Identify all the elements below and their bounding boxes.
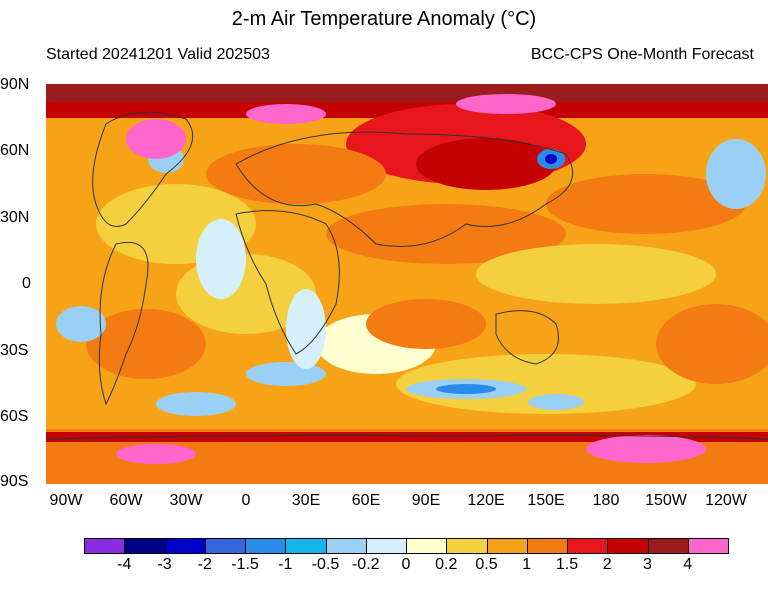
lat-label-60s: 60S (0, 408, 29, 425)
lat-label-equator: 0 (22, 275, 31, 292)
colorbar-label: -0.2 (351, 556, 380, 573)
colorbar-label: 3 (643, 556, 652, 573)
lon-label-60e: 60E (351, 492, 381, 509)
colorbar-swatch (164, 538, 206, 554)
lat-label-60n: 60N (0, 142, 30, 159)
lon-label-150e: 150E (527, 492, 565, 509)
lon-label-30e: 30E (291, 492, 321, 509)
lat-label-90s: 90S (0, 473, 29, 490)
lon-label-30w: 30W (169, 492, 203, 509)
lon-label-60w: 60W (109, 492, 143, 509)
colorbar-swatch (607, 538, 649, 554)
forecast-source: BCC-CPS One-Month Forecast (530, 46, 754, 63)
lon-label-90e: 90E (411, 492, 441, 509)
colorbar-swatch (647, 538, 689, 554)
lon-label-150w: 150W (645, 492, 687, 509)
colorbar-label: -0.5 (311, 556, 340, 573)
colorbar-label: 0 (401, 556, 411, 573)
forecast-dates: Started 20241201 Valid 202503 (46, 46, 270, 63)
lon-label-0: 0 (241, 492, 251, 509)
lon-label-90w: 90W (49, 492, 83, 509)
colorbar-swatch (285, 538, 327, 554)
colorbar-swatch (245, 538, 287, 554)
colorbar-label: -1 (278, 556, 293, 573)
colorbar-label: -3 (157, 556, 172, 573)
colorbar-swatch (204, 538, 246, 554)
temperature-anomaly-map (46, 84, 768, 484)
colorbar-label: 0.2 (435, 556, 458, 573)
colorbar (84, 538, 729, 554)
colorbar-swatch (567, 538, 609, 554)
colorbar-swatch (486, 538, 528, 554)
anomaly-field (46, 84, 768, 484)
colorbar-label: -2 (197, 556, 212, 573)
colorbar-swatch (446, 538, 488, 554)
colorbar-swatch (687, 538, 729, 554)
colorbar-swatch (84, 538, 126, 554)
colorbar-swatch (325, 538, 367, 554)
colorbar-swatch (365, 538, 407, 554)
lat-label-90n: 90N (0, 76, 30, 93)
map-title: 2-m Air Temperature Anomaly (°C) (231, 8, 537, 30)
lat-label-30s: 30S (0, 342, 29, 359)
lat-label-30n: 30N (0, 209, 30, 226)
colorbar-swatch (124, 538, 166, 554)
lon-label-120w: 120W (705, 492, 747, 509)
colorbar-label: 1.5 (555, 556, 579, 573)
colorbar-swatch (406, 538, 448, 554)
colorbar-swatch (526, 538, 568, 554)
colorbar-label: 4 (683, 556, 693, 573)
colorbar-label: -4 (117, 556, 132, 573)
colorbar-label: 2 (602, 556, 612, 573)
colorbar-label: -1.5 (231, 556, 259, 573)
lon-label-120e: 120E (467, 492, 505, 509)
colorbar-label: 1 (522, 556, 532, 573)
lon-label-180: 180 (592, 492, 620, 509)
colorbar-label: 0.5 (475, 556, 498, 573)
